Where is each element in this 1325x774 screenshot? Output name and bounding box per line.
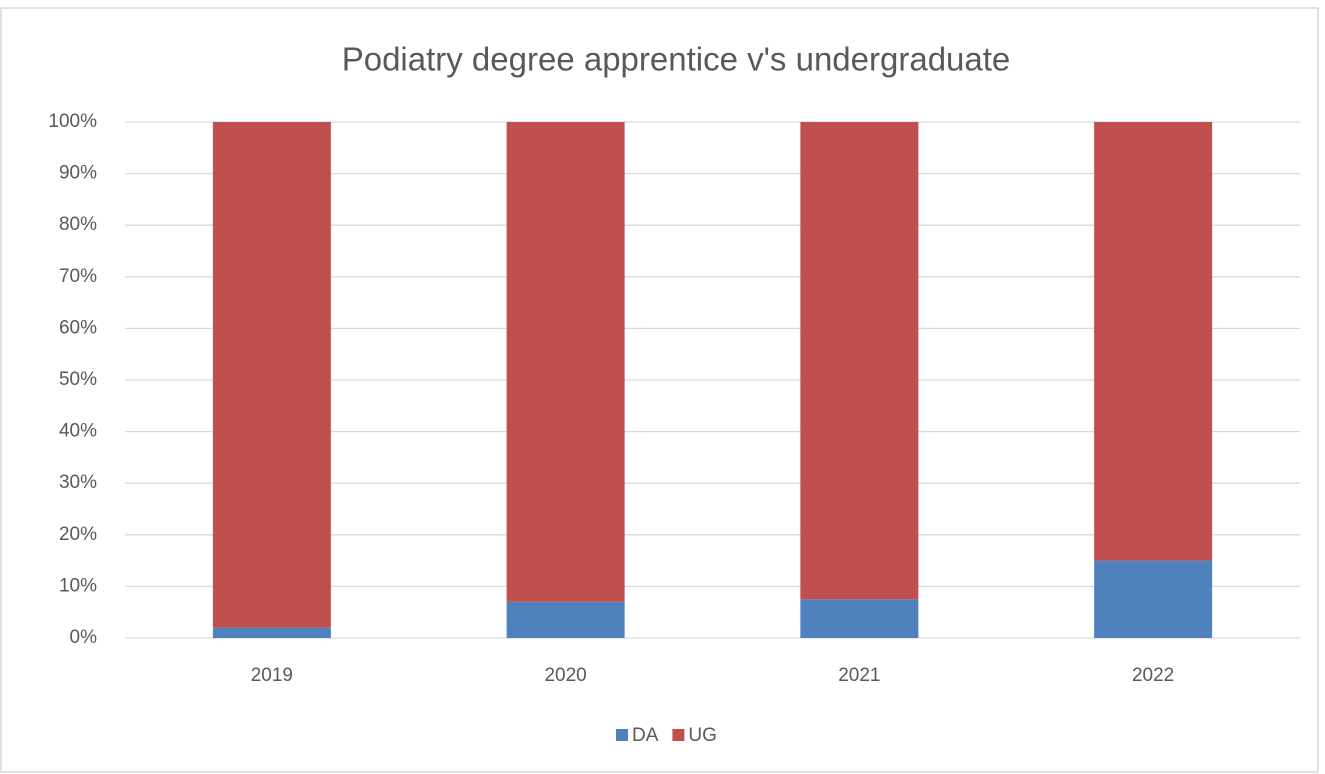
- x-tick-label: 2021: [838, 665, 880, 686]
- bar-segment: [800, 122, 919, 600]
- x-tick-label: 2020: [544, 665, 586, 686]
- y-tick-label: 90%: [59, 163, 97, 184]
- x-tick-label: 2019: [251, 665, 293, 686]
- y-tick-label: 70%: [59, 266, 97, 287]
- bar-segment: [212, 122, 331, 628]
- y-tick-label: 50%: [59, 369, 97, 390]
- bar-segment: [1094, 560, 1213, 638]
- legend-swatch: [672, 729, 685, 741]
- x-tick-label: 2022: [1132, 665, 1174, 686]
- y-tick-label: 100%: [48, 111, 97, 132]
- legend-label: UG: [688, 725, 717, 746]
- bar-segment: [506, 601, 625, 638]
- y-tick-label: 30%: [59, 472, 97, 493]
- bar-segment: [506, 122, 625, 602]
- y-tick-label: 0%: [70, 627, 98, 648]
- y-tick-label: 40%: [59, 421, 97, 442]
- y-tick-label: 10%: [59, 575, 97, 596]
- bar-segment: [212, 627, 331, 638]
- bar-segment: [1094, 122, 1213, 561]
- chart-title: Podiatry degree apprentice v's undergrad…: [342, 41, 1011, 78]
- bar-segment: [800, 599, 919, 638]
- y-tick-label: 20%: [59, 524, 97, 545]
- legend-label: DA: [632, 725, 659, 746]
- y-tick-label: 80%: [59, 214, 97, 235]
- legend-swatch: [616, 729, 628, 741]
- y-tick-label: 60%: [59, 317, 97, 338]
